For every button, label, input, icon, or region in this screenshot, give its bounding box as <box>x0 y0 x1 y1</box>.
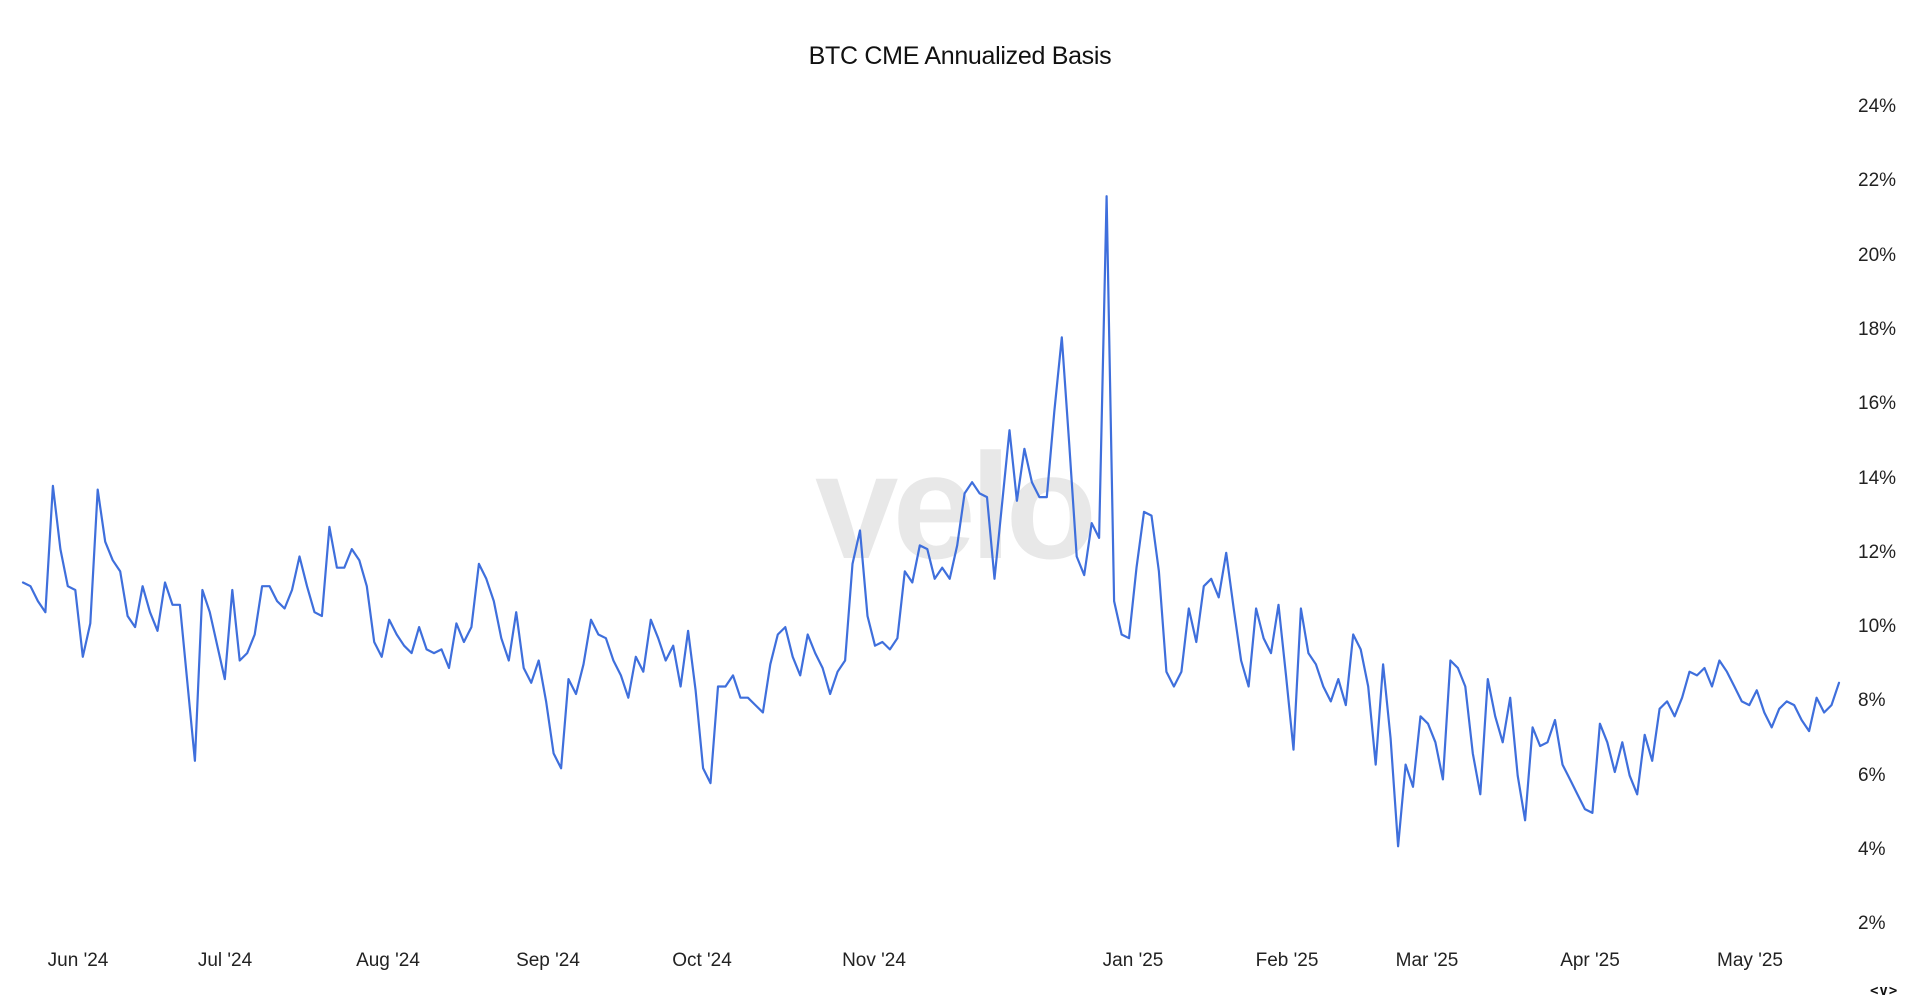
axis-toggle-button[interactable]: <v> <box>1870 983 1899 999</box>
basis-line-series <box>21 195 1841 848</box>
x-tick-label: May '25 <box>1717 950 1783 971</box>
x-tick-label: Sep '24 <box>516 950 580 971</box>
y-tick-label: 20% <box>1858 244 1897 266</box>
y-tick-label: 12% <box>1858 541 1897 563</box>
y-tick-label: 10% <box>1858 616 1897 638</box>
y-tick-label: 14% <box>1858 467 1897 489</box>
y-tick-label: 16% <box>1858 393 1897 415</box>
chart-title: BTC CME Annualized Basis <box>808 42 1112 70</box>
x-tick-label: Jul '24 <box>197 950 253 971</box>
y-tick-label: 6% <box>1858 764 1886 786</box>
x-tick-label: Apr '25 <box>1560 950 1620 971</box>
x-tick-label: Mar '25 <box>1395 950 1459 971</box>
x-tick-label: Jun '24 <box>47 950 109 971</box>
x-tick-label: Jan '25 <box>1102 950 1164 971</box>
x-tick-label: Nov '24 <box>842 950 906 971</box>
y-tick-label: 18% <box>1858 318 1897 340</box>
y-tick-label: 22% <box>1858 170 1897 192</box>
y-tick-label: 24% <box>1858 96 1897 117</box>
y-tick-label: 2% <box>1858 913 1886 935</box>
y-tick-label: 4% <box>1858 839 1886 860</box>
y-tick-label: 8% <box>1858 690 1886 712</box>
x-tick-label: Feb '25 <box>1255 950 1319 971</box>
x-tick-label: Oct '24 <box>672 950 732 971</box>
x-tick-label: Aug '24 <box>356 950 420 971</box>
